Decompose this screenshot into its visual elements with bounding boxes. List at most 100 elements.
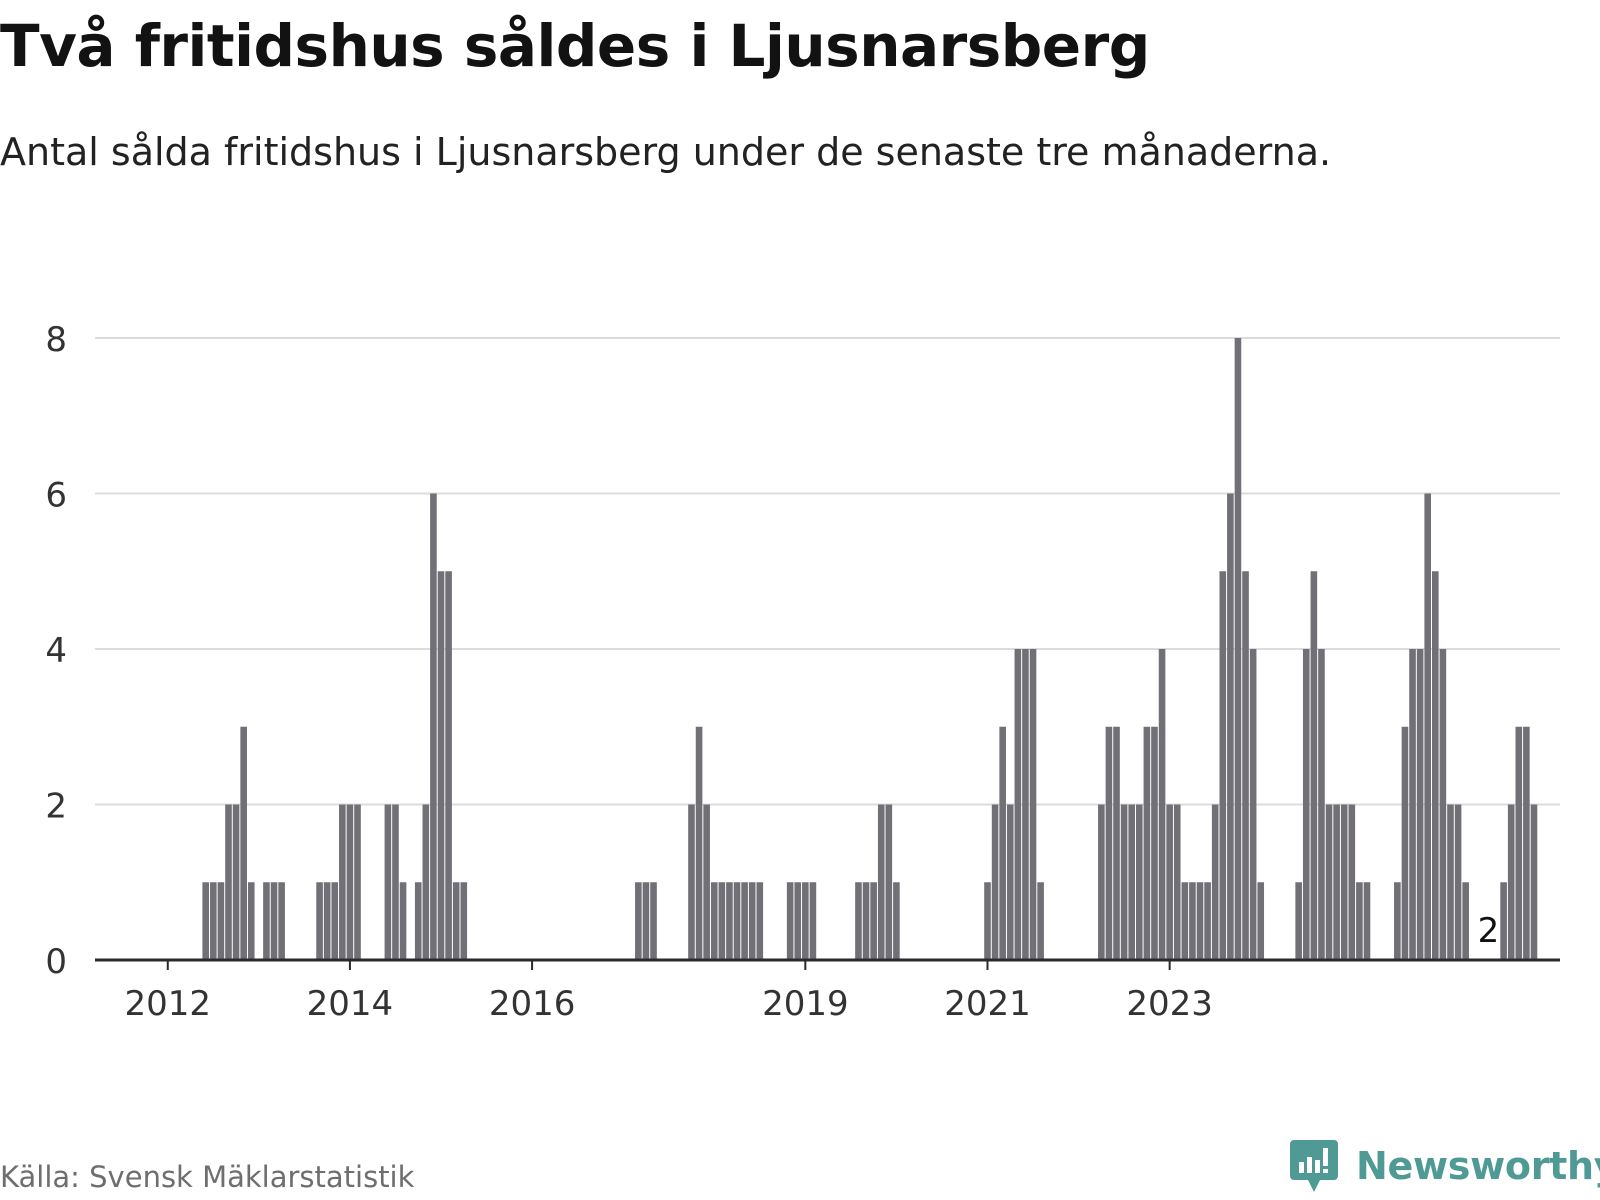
bar xyxy=(718,882,726,960)
bar xyxy=(1325,804,1333,960)
bar xyxy=(1166,804,1173,960)
bar xyxy=(1348,804,1356,960)
bar xyxy=(1302,649,1310,960)
bar xyxy=(877,804,885,960)
bar xyxy=(263,882,270,960)
bar xyxy=(225,804,232,960)
bar xyxy=(323,882,331,960)
bar xyxy=(984,882,991,960)
y-tick-label: 2 xyxy=(45,787,67,827)
bar xyxy=(354,804,361,960)
bar xyxy=(1523,726,1530,960)
bar xyxy=(893,882,900,960)
bar xyxy=(278,882,285,960)
bar xyxy=(331,882,339,960)
bar xyxy=(1189,882,1196,960)
bar xyxy=(710,882,718,960)
bar xyxy=(999,726,1006,960)
bar xyxy=(741,882,748,960)
bar xyxy=(430,493,437,960)
bar xyxy=(1181,882,1189,960)
bar xyxy=(1340,804,1348,960)
y-tick-label: 4 xyxy=(45,631,67,671)
x-tick-label: 2019 xyxy=(762,984,849,1024)
bar xyxy=(437,571,445,960)
bar xyxy=(809,882,817,960)
bar xyxy=(247,882,255,960)
bar xyxy=(1454,804,1462,960)
bar xyxy=(1029,649,1037,960)
bar xyxy=(1173,804,1181,960)
bar xyxy=(414,882,422,960)
bar xyxy=(422,804,430,960)
bar xyxy=(1500,882,1507,960)
bar xyxy=(1439,649,1447,960)
bar xyxy=(1401,726,1409,960)
bar xyxy=(1113,726,1120,960)
bar xyxy=(1333,804,1340,960)
bar xyxy=(802,882,809,960)
bar xyxy=(1424,493,1432,960)
bar xyxy=(217,882,225,960)
bar xyxy=(1219,571,1227,960)
bar xyxy=(695,726,703,960)
y-tick-label: 6 xyxy=(45,476,67,516)
brand: Newsworthy xyxy=(1290,1140,1600,1192)
bar xyxy=(339,804,346,960)
x-tick-label: 2021 xyxy=(944,984,1031,1024)
bar xyxy=(1416,649,1424,960)
bar xyxy=(445,571,452,960)
bar xyxy=(855,882,862,960)
bar xyxy=(1356,882,1363,960)
bar xyxy=(452,882,460,960)
bar xyxy=(1432,571,1439,960)
bar xyxy=(1530,804,1538,960)
bar xyxy=(1105,726,1113,960)
bar xyxy=(1249,649,1257,960)
bar xyxy=(1014,649,1022,960)
source-note: Källa: Svensk Mäklarstatistik xyxy=(0,1160,415,1194)
bar xyxy=(1515,726,1523,960)
bar xyxy=(1135,804,1143,960)
bar xyxy=(1409,649,1416,960)
bar xyxy=(316,882,323,960)
bar xyxy=(1022,649,1029,960)
bar xyxy=(1037,882,1044,960)
newsworthy-logo-icon xyxy=(1290,1140,1338,1192)
bar xyxy=(1234,338,1242,960)
x-tick-label: 2012 xyxy=(125,984,212,1024)
bar xyxy=(1196,882,1204,960)
bar xyxy=(726,882,733,960)
bar xyxy=(1242,571,1249,960)
bar xyxy=(240,726,247,960)
bar xyxy=(885,804,893,960)
bar xyxy=(1158,649,1166,960)
x-tick-label: 2014 xyxy=(307,984,394,1024)
bar xyxy=(1394,882,1401,960)
bar xyxy=(688,804,695,960)
x-tick-label: 2023 xyxy=(1126,984,1213,1024)
bar xyxy=(1204,882,1211,960)
bar xyxy=(1227,493,1234,960)
bar xyxy=(399,882,407,960)
bar xyxy=(1006,804,1014,960)
bar xyxy=(270,882,278,960)
bar xyxy=(1257,882,1265,960)
bar xyxy=(202,882,210,960)
bar xyxy=(210,882,217,960)
bar xyxy=(794,882,802,960)
chart-title: Två fritidshus såldes i Ljusnarsberg xyxy=(0,12,1150,80)
bar xyxy=(1098,804,1105,960)
bar xyxy=(870,882,877,960)
bar xyxy=(1507,804,1515,960)
bar xyxy=(1211,804,1219,960)
y-tick-label: 8 xyxy=(45,320,67,360)
bar xyxy=(635,882,642,960)
bar xyxy=(642,882,650,960)
bar xyxy=(1318,649,1325,960)
bar xyxy=(1363,882,1371,960)
bar xyxy=(346,804,354,960)
bar xyxy=(786,882,794,960)
chart-subtitle: Antal sålda fritidshus i Ljusnarsberg un… xyxy=(0,130,1332,174)
